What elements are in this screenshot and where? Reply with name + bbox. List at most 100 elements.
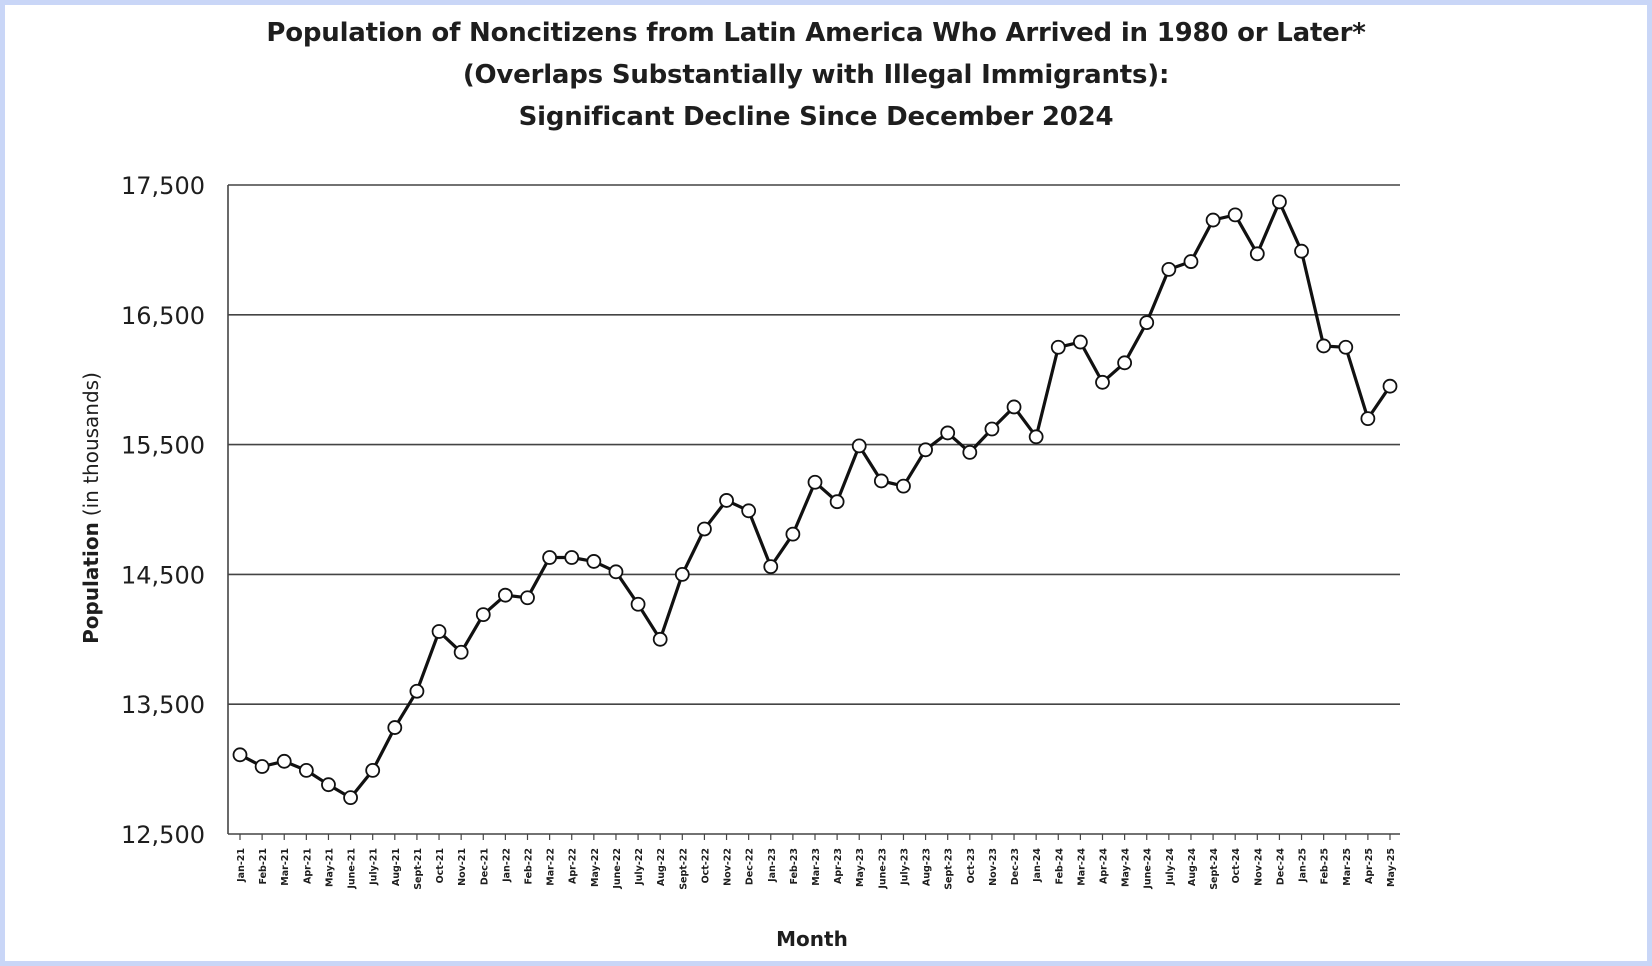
x-tick-label: July-24 — [1165, 848, 1176, 886]
y-tick-label: 12,500 — [121, 821, 205, 849]
data-point — [984, 421, 1000, 437]
x-tick-labels: Jan-21 Feb-21 Mar-21 Apr-21 May-21 June-21 Jul… — [236, 834, 1397, 890]
data-point — [387, 720, 403, 735]
x-tick-label: Aug-24 — [1187, 848, 1198, 886]
data-point — [542, 550, 558, 565]
x-tick-label: Jan-23 — [767, 848, 778, 883]
x-tick-label: Aug-21 — [391, 848, 402, 886]
data-point — [697, 521, 712, 537]
data-point — [453, 644, 469, 660]
data-point — [1294, 243, 1309, 259]
x-tick-label: Nov-23 — [988, 848, 999, 886]
x-tick-label: June-21 — [347, 848, 358, 890]
x-tick-label: Mar-22 — [546, 848, 557, 886]
x-tick-label: Jan-21 — [236, 848, 247, 883]
data-point — [1205, 212, 1221, 228]
data-point — [1360, 411, 1376, 427]
x-tick-label: Dec-24 — [1275, 848, 1286, 886]
y-tick-label: 15,500 — [121, 432, 205, 460]
data-point — [475, 607, 491, 623]
series-polyline — [239, 200, 1392, 800]
gridlines — [227, 184, 1400, 835]
data-point — [829, 494, 845, 510]
y-axis-label-unit: (in thousands) — [79, 372, 103, 516]
x-tick-label: Apr-21 — [302, 848, 313, 884]
x-tick-label: Feb-21 — [258, 848, 269, 885]
x-tick-label: Feb-23 — [789, 848, 800, 885]
x-tick-label: Jan-22 — [501, 848, 512, 883]
x-tick-label: Sept-22 — [678, 848, 689, 890]
data-points — [232, 194, 1398, 806]
x-tick-label: May-21 — [324, 848, 335, 887]
data-point — [1117, 355, 1133, 371]
data-point — [1382, 378, 1398, 394]
x-tick-label: May-23 — [855, 848, 866, 887]
x-tick-label: Nov-22 — [723, 848, 734, 886]
data-point — [1050, 339, 1066, 355]
x-tick-label: June-24 — [1143, 848, 1154, 890]
data-point — [586, 554, 602, 569]
y-tick-label: 16,500 — [121, 302, 205, 330]
data-point — [719, 493, 734, 508]
data-point — [298, 762, 314, 778]
data-point — [276, 753, 292, 769]
x-tick-label: July-23 — [899, 848, 910, 886]
x-tick-label: Dec-23 — [1010, 848, 1021, 885]
x-tick-label: Feb-25 — [1320, 848, 1331, 885]
x-tick-label: Mar-24 — [1076, 848, 1087, 886]
x-tick-label: May-22 — [590, 848, 601, 887]
data-point — [343, 790, 358, 806]
chart-title-line-3: Significant Decline Since December 2024 — [518, 102, 1114, 132]
x-tick-label: Jan-24 — [1032, 848, 1043, 883]
data-point — [409, 683, 425, 699]
x-tick-label: Apr-25 — [1364, 848, 1375, 884]
x-tick-label: Nov-24 — [1253, 848, 1264, 886]
y-axis-label: Population (in thousands) — [79, 372, 103, 644]
x-tick-label: Mar-21 — [280, 848, 291, 886]
chart-title: Population of Noncitizens from Latin Ame… — [0, 12, 1632, 138]
x-tick-label: May-24 — [1121, 848, 1132, 887]
data-point — [431, 624, 447, 639]
x-tick-label: Aug-23 — [922, 848, 933, 886]
x-tick-label: June-22 — [612, 848, 623, 890]
x-tick-label: Feb-22 — [524, 848, 535, 885]
data-point — [321, 777, 336, 793]
data-point — [807, 474, 823, 490]
data-point — [520, 590, 535, 606]
chart-title-line-1: Population of Noncitizens from Latin Ame… — [266, 18, 1366, 48]
y-axis-label-main: Population — [79, 522, 103, 644]
x-tick-label: July-21 — [369, 848, 380, 886]
x-tick-label: Oct-21 — [435, 848, 446, 883]
x-tick-label: July-22 — [634, 848, 645, 886]
data-point — [1227, 207, 1243, 223]
x-tick-label: June-23 — [877, 848, 888, 890]
x-tick-label: Oct-22 — [700, 848, 711, 883]
data-point — [962, 444, 978, 460]
data-point — [1338, 339, 1354, 355]
x-tick-label: May-25 — [1386, 848, 1397, 887]
data-point — [365, 762, 381, 778]
x-tick-label: Apr-23 — [833, 848, 844, 884]
data-point — [497, 587, 513, 603]
data-point — [674, 567, 690, 582]
data-point — [873, 473, 889, 489]
x-axis-label: Month — [776, 927, 848, 951]
data-point — [918, 442, 933, 458]
x-tick-label: Sept-23 — [944, 848, 955, 890]
y-tick-labels: 12,500 13,500 14,500 15,500 16,500 17,500 — [121, 172, 205, 849]
data-point — [1249, 246, 1265, 262]
x-tick-label: Oct-23 — [966, 848, 977, 883]
x-tick-label: Apr-22 — [568, 848, 579, 884]
data-point — [1139, 315, 1155, 330]
series-line — [239, 200, 1392, 800]
x-tick-label: Sept-24 — [1209, 848, 1220, 890]
data-point — [652, 631, 668, 647]
data-point — [940, 425, 956, 441]
data-point — [1161, 261, 1177, 277]
chart-title-line-2: (Overlaps Substantially with Illegal Imm… — [462, 60, 1170, 90]
x-tick-label: Aug-22 — [656, 848, 667, 886]
y-tick-label: 14,500 — [121, 561, 205, 589]
x-tick-label: Sept-21 — [413, 848, 424, 890]
